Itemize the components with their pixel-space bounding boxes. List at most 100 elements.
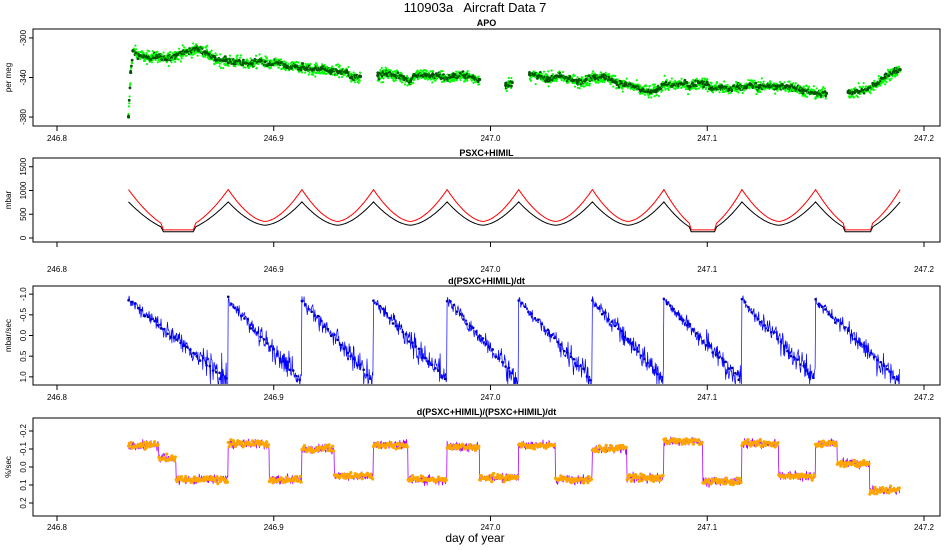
- rel-point: [407, 479, 411, 483]
- rel-point: [391, 445, 395, 449]
- x-tick-label: 246.9: [264, 134, 285, 143]
- apo-point-raw: [607, 72, 611, 76]
- apo-point: [250, 62, 254, 66]
- apo-point-raw: [632, 88, 636, 92]
- rel-point: [405, 445, 409, 449]
- figure-title: 110903a Aircraft Data 7: [403, 0, 547, 15]
- apo-point-raw: [588, 82, 591, 85]
- apo-point-raw: [573, 74, 576, 77]
- x-tick-label: 247.0: [480, 393, 501, 402]
- rel-point: [884, 486, 888, 491]
- rel-point: [569, 480, 573, 485]
- apo-point-raw: [772, 82, 776, 85]
- dpdt-point: [288, 368, 292, 372]
- rel-point: [172, 459, 177, 463]
- apo-point-raw: [249, 57, 252, 60]
- apo-point: [358, 74, 363, 79]
- apo-point-avg: [130, 64, 133, 68]
- apo-point: [783, 84, 787, 88]
- apo-point: [233, 60, 237, 64]
- apo-point-raw: [213, 63, 216, 66]
- apo-point: [478, 77, 482, 82]
- apo-point-raw: [661, 89, 664, 92]
- dpdt-point: [156, 323, 160, 327]
- apo-point-raw: [309, 62, 312, 66]
- apo-point: [766, 83, 770, 88]
- apo-point: [163, 58, 167, 62]
- apo-point-raw: [266, 59, 269, 62]
- apo-point-raw: [178, 47, 181, 50]
- rel-point: [553, 444, 557, 448]
- apo-point-raw: [873, 79, 876, 82]
- apo-point-raw: [616, 78, 619, 81]
- plot-frame: [32, 28, 941, 127]
- x-tick-label: 246.8: [47, 523, 68, 532]
- apo-point-raw: [742, 89, 746, 92]
- rel-point: [344, 476, 348, 480]
- apo-point-raw: [674, 87, 677, 91]
- rel-point: [227, 445, 231, 449]
- apo-point-raw: [174, 60, 177, 63]
- apo-point: [131, 49, 135, 53]
- rel-point: [637, 479, 641, 483]
- rel-point: [596, 450, 601, 454]
- apo-point-raw: [864, 85, 867, 88]
- dpdt-point: [730, 366, 734, 370]
- rel-point: [184, 474, 188, 479]
- apo-point-raw: [759, 90, 762, 94]
- apo-point: [267, 63, 272, 67]
- apo-point-raw: [783, 81, 786, 84]
- apo-point-raw: [542, 79, 545, 83]
- rel-point: [266, 443, 271, 447]
- panel-title: d(PSXC+HIMIL)/(PSXC+HIMIL)/dt: [417, 407, 557, 417]
- apo-point: [302, 66, 306, 70]
- apo-point-raw: [137, 50, 140, 54]
- apo-point-raw: [798, 91, 801, 94]
- apo-point-raw: [255, 66, 258, 70]
- apo-point-raw: [400, 81, 404, 84]
- apo-point-raw: [856, 95, 859, 99]
- rel-point: [604, 443, 608, 447]
- apo-point-raw: [394, 71, 397, 74]
- apo-point: [631, 84, 636, 88]
- apo-point-raw: [468, 72, 471, 75]
- apo-point-raw: [755, 93, 758, 96]
- x-tick-label: 247.2: [914, 265, 935, 274]
- y-tick-label: -300: [19, 29, 28, 46]
- apo-point-raw: [156, 61, 159, 64]
- apo-point-raw: [239, 56, 242, 59]
- apo-point-raw: [206, 44, 209, 47]
- x-tick-label: 247.2: [914, 393, 935, 402]
- dpdt-point: [127, 298, 130, 302]
- apo-point: [801, 88, 805, 92]
- apo-point: [328, 68, 332, 73]
- rel-point: [240, 440, 244, 444]
- apo-point-raw: [815, 87, 818, 90]
- apo-point-raw: [321, 63, 324, 66]
- apo-point-raw: [387, 76, 390, 79]
- apo-point-raw: [864, 90, 867, 93]
- apo-point-raw: [879, 84, 882, 87]
- apo-point: [649, 90, 653, 94]
- apo-point-raw: [358, 79, 361, 82]
- dpdt-point: [211, 369, 215, 372]
- apo-point: [857, 89, 861, 93]
- apo-point-raw: [284, 69, 287, 72]
- apo-point-raw: [540, 72, 543, 75]
- rel-point: [148, 440, 152, 445]
- apo-point-raw: [358, 71, 362, 74]
- apo-point: [452, 74, 456, 79]
- apo-point: [846, 90, 850, 94]
- rel-point: [762, 440, 766, 444]
- apo-point: [436, 73, 441, 78]
- rel-point: [292, 479, 296, 483]
- apo-point-raw: [510, 76, 513, 80]
- apo-point-raw: [380, 81, 383, 84]
- rel-point: [773, 445, 777, 449]
- apo-point-raw: [591, 72, 594, 75]
- apo-point-raw: [857, 82, 860, 85]
- apo-point-raw: [762, 80, 765, 83]
- rel-point: [739, 480, 743, 484]
- apo-point-raw: [593, 72, 597, 75]
